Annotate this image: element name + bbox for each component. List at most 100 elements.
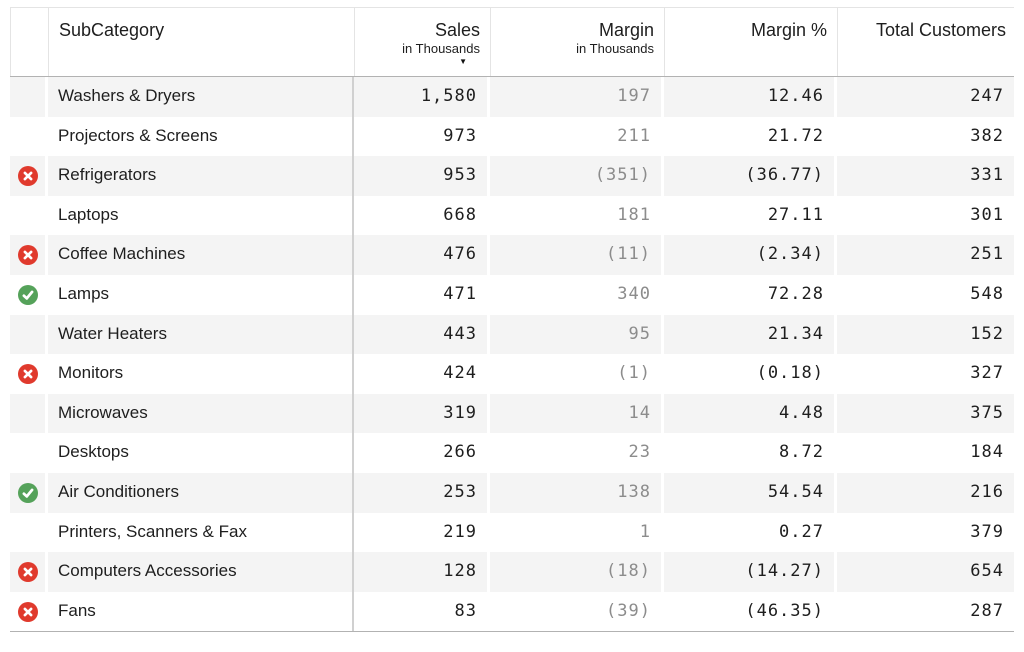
sales-cell[interactable]: 266 <box>354 433 490 473</box>
sales-cell[interactable]: 668 <box>354 195 490 236</box>
total-customers-cell[interactable]: 301 <box>837 195 1014 236</box>
margin-cell[interactable]: 181 <box>490 195 664 236</box>
sales-cell[interactable]: 128 <box>354 552 490 592</box>
header-total-customers[interactable]: Total Customers <box>837 8 1014 76</box>
table-row[interactable]: Washers & Dryers 1,580 197 12.46 247 <box>10 77 1014 117</box>
row-status-cell <box>10 314 48 355</box>
header-margin-pct-label: Margin % <box>750 20 827 40</box>
table-row[interactable]: Microwaves 319 14 4.48 375 <box>10 393 1014 434</box>
total-customers-cell[interactable]: 251 <box>837 235 1014 275</box>
margin-cell[interactable]: (39) <box>490 591 664 632</box>
margin-cell[interactable]: (351) <box>490 156 664 196</box>
total-customers-cell[interactable]: 327 <box>837 354 1014 394</box>
subcategory-cell[interactable]: Computers Accessories <box>48 552 354 592</box>
margin-pct-cell[interactable]: 72.28 <box>664 274 837 315</box>
total-customers-cell[interactable]: 152 <box>837 314 1014 355</box>
margin-cell[interactable]: 23 <box>490 433 664 473</box>
sales-cell[interactable]: 1,580 <box>354 77 490 117</box>
table-row[interactable]: Refrigerators 953 (351) (36.77) 331 <box>10 156 1014 196</box>
margin-pct-cell[interactable]: (0.18) <box>664 354 837 394</box>
subcategory-cell[interactable]: Laptops <box>48 195 354 236</box>
margin-cell[interactable]: 211 <box>490 116 664 157</box>
margin-pct-cell[interactable]: (14.27) <box>664 552 837 592</box>
sales-cell[interactable]: 471 <box>354 274 490 315</box>
row-status-cell <box>10 156 48 196</box>
margin-cell[interactable]: 340 <box>490 274 664 315</box>
total-customers-cell[interactable]: 216 <box>837 472 1014 513</box>
header-sales[interactable]: Sales in Thousands ▼ <box>354 8 490 76</box>
table-row[interactable]: Lamps 471 340 72.28 548 <box>10 274 1014 315</box>
margin-cell[interactable]: 197 <box>490 77 664 117</box>
table-row[interactable]: Desktops 266 23 8.72 184 <box>10 433 1014 473</box>
margin-cell[interactable]: (11) <box>490 235 664 275</box>
subcategory-cell[interactable]: Fans <box>48 591 354 632</box>
subcategory-cell[interactable]: Coffee Machines <box>48 235 354 275</box>
table-row[interactable]: Computers Accessories 128 (18) (14.27) 6… <box>10 552 1014 592</box>
subcategory-cell[interactable]: Desktops <box>48 433 354 473</box>
total-customers-cell[interactable]: 247 <box>837 77 1014 117</box>
table-row[interactable]: Monitors 424 (1) (0.18) 327 <box>10 354 1014 394</box>
total-customers-cell[interactable]: 382 <box>837 116 1014 157</box>
total-customers-cell[interactable]: 287 <box>837 591 1014 632</box>
sales-cell[interactable]: 973 <box>354 116 490 157</box>
margin-pct-cell[interactable]: 8.72 <box>664 433 837 473</box>
subcategory-cell[interactable]: Washers & Dryers <box>48 77 354 117</box>
margin-cell[interactable]: 1 <box>490 512 664 553</box>
table-row[interactable]: Printers, Scanners & Fax 219 1 0.27 379 <box>10 512 1014 553</box>
row-status-cell <box>10 195 48 236</box>
margin-pct-cell[interactable]: 0.27 <box>664 512 837 553</box>
margin-pct-cell[interactable]: (2.34) <box>664 235 837 275</box>
sales-cell[interactable]: 953 <box>354 156 490 196</box>
sort-desc-icon: ▼ <box>459 57 467 66</box>
total-customers-cell[interactable]: 331 <box>837 156 1014 196</box>
success-icon <box>17 482 38 503</box>
table-header: SubCategory Sales in Thousands ▼ Margin … <box>10 7 1014 77</box>
table-row[interactable]: Coffee Machines 476 (11) (2.34) 251 <box>10 235 1014 275</box>
error-icon <box>17 601 38 622</box>
total-customers-cell[interactable]: 379 <box>837 512 1014 553</box>
total-customers-cell[interactable]: 548 <box>837 274 1014 315</box>
margin-pct-cell[interactable]: (36.77) <box>664 156 837 196</box>
margin-cell[interactable]: 95 <box>490 314 664 355</box>
table-row[interactable]: Projectors & Screens 973 211 21.72 382 <box>10 116 1014 157</box>
sales-cell[interactable]: 219 <box>354 512 490 553</box>
header-sales-sublabel: in Thousands <box>402 41 480 56</box>
subcategory-cell[interactable]: Refrigerators <box>48 156 354 196</box>
table-row[interactable]: Fans 83 (39) (46.35) 287 <box>10 591 1014 632</box>
sales-cell[interactable]: 83 <box>354 591 490 632</box>
margin-pct-cell[interactable]: 54.54 <box>664 472 837 513</box>
margin-cell[interactable]: 14 <box>490 393 664 434</box>
table-row[interactable]: Laptops 668 181 27.11 301 <box>10 195 1014 236</box>
header-margin-pct[interactable]: Margin % <box>664 8 837 76</box>
table-row[interactable]: Water Heaters 443 95 21.34 152 <box>10 314 1014 355</box>
margin-cell[interactable]: 138 <box>490 472 664 513</box>
margin-pct-cell[interactable]: 27.11 <box>664 195 837 236</box>
margin-pct-cell[interactable]: 4.48 <box>664 393 837 434</box>
margin-pct-cell[interactable]: 21.34 <box>664 314 837 355</box>
table-row[interactable]: Air Conditioners 253 138 54.54 216 <box>10 472 1014 513</box>
sales-cell[interactable]: 319 <box>354 393 490 434</box>
margin-pct-cell[interactable]: (46.35) <box>664 591 837 632</box>
subcategory-cell[interactable]: Air Conditioners <box>48 472 354 513</box>
sales-cell[interactable]: 424 <box>354 354 490 394</box>
total-customers-cell[interactable]: 654 <box>837 552 1014 592</box>
subcategory-cell[interactable]: Projectors & Screens <box>48 116 354 157</box>
sales-cell[interactable]: 476 <box>354 235 490 275</box>
sales-cell[interactable]: 253 <box>354 472 490 513</box>
subcategory-cell[interactable]: Water Heaters <box>48 314 354 355</box>
header-subcategory[interactable]: SubCategory <box>48 8 354 76</box>
subcategory-cell[interactable]: Lamps <box>48 274 354 315</box>
margin-pct-cell[interactable]: 12.46 <box>664 77 837 117</box>
total-customers-cell[interactable]: 375 <box>837 393 1014 434</box>
success-icon <box>17 284 38 305</box>
sales-cell[interactable]: 443 <box>354 314 490 355</box>
margin-cell[interactable]: (18) <box>490 552 664 592</box>
header-margin[interactable]: Margin in Thousands <box>490 8 664 76</box>
subcategory-cell[interactable]: Monitors <box>48 354 354 394</box>
margin-pct-cell[interactable]: 21.72 <box>664 116 837 157</box>
header-subcategory-label: SubCategory <box>59 20 165 40</box>
margin-cell[interactable]: (1) <box>490 354 664 394</box>
subcategory-cell[interactable]: Printers, Scanners & Fax <box>48 512 354 553</box>
total-customers-cell[interactable]: 184 <box>837 433 1014 473</box>
subcategory-cell[interactable]: Microwaves <box>48 393 354 434</box>
